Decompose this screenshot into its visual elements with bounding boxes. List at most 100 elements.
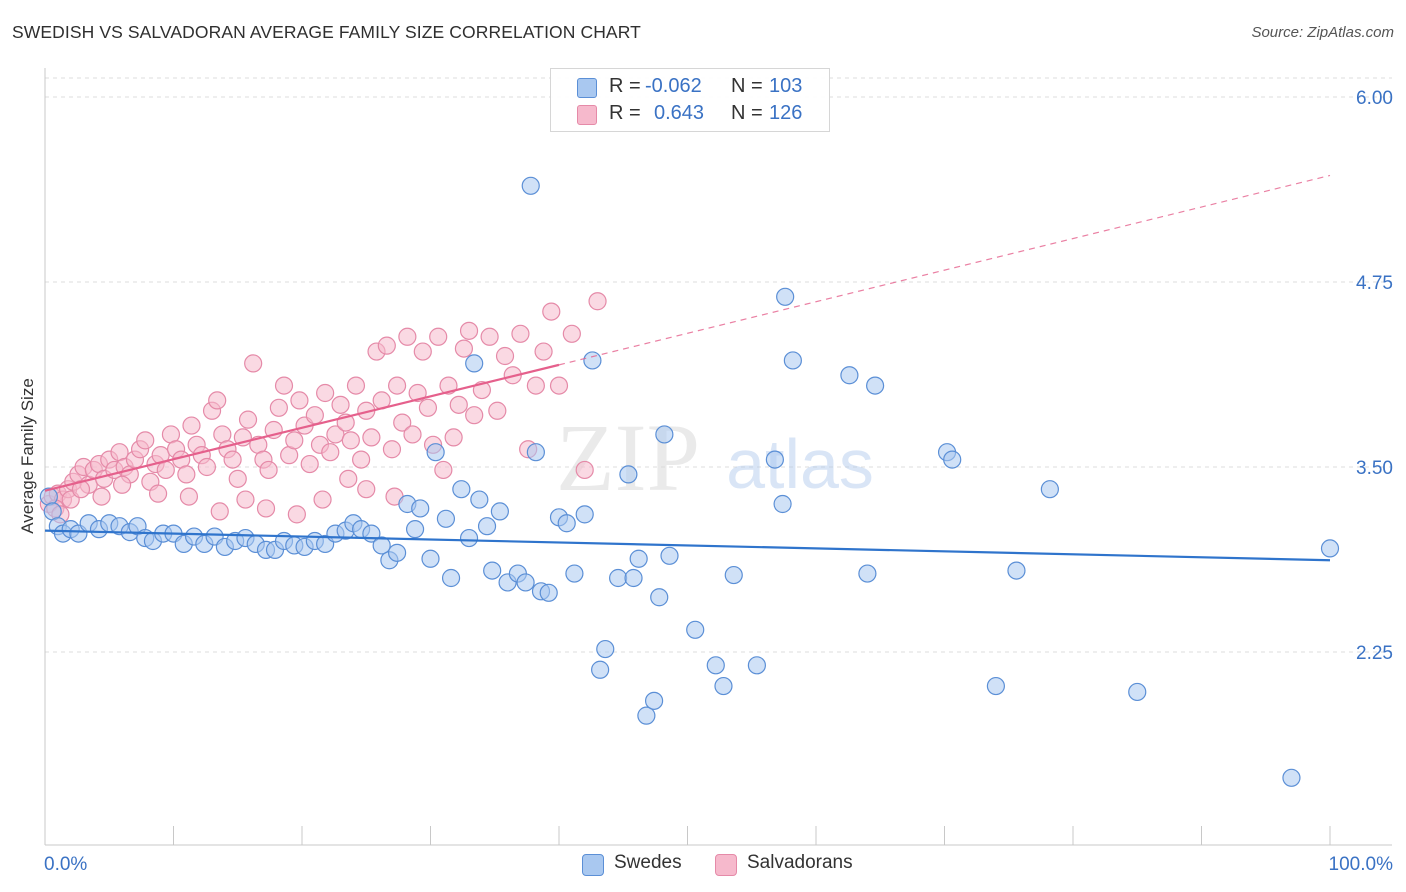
swedes-point [650, 588, 669, 607]
salvadorans-point [197, 457, 217, 477]
axes [44, 68, 1392, 846]
swedes-point [747, 656, 766, 675]
salvadorans-point [244, 354, 263, 373]
salvadorans-point [177, 465, 196, 484]
salvadorans-point [408, 383, 427, 403]
salvadorans-point [305, 406, 324, 425]
salvadorans-point [208, 391, 227, 410]
r-value: 0.643 [654, 102, 705, 124]
y-tick-label: 2.25 [1356, 643, 1393, 664]
salvadorans-point [387, 376, 407, 395]
chart-source: Source: ZipAtlas.com [1251, 24, 1394, 41]
swedes-point [840, 366, 859, 385]
salvadorans-point [285, 431, 304, 450]
swedes-point [405, 520, 425, 539]
n-label: N = [731, 102, 763, 124]
salvadorans-point [357, 480, 376, 499]
swedes-point [637, 706, 656, 725]
swedes-point [724, 565, 743, 585]
salvadorans-point [393, 413, 412, 432]
n-value: 126 [769, 102, 803, 124]
salvadorans-point [238, 410, 258, 429]
swedes-point [421, 549, 440, 568]
swedes-point [490, 502, 509, 521]
salvadorans-point [179, 487, 199, 506]
salvadorans-trend-line [44, 363, 560, 492]
salvadorans-point [300, 454, 319, 474]
legend-swatch-swedes [582, 854, 604, 876]
salvadorans-point [331, 395, 350, 414]
swedes-point [1320, 539, 1340, 558]
stats-row-swedes: R = -0.062 N = 103 [551, 73, 829, 101]
salvadorans-point [290, 391, 309, 410]
salvadorans-point [156, 460, 175, 480]
salvadorans-point [398, 327, 417, 346]
salvadorans-point [495, 346, 515, 366]
swedes-point [624, 568, 643, 588]
swedes-point [483, 561, 502, 580]
swedes-point [943, 450, 962, 469]
y-tick-label: 4.75 [1356, 273, 1393, 294]
swedes-point [583, 351, 602, 370]
swedes-point [411, 499, 430, 518]
stats-row-salvadorans: R = 0.643 N = 126 [551, 100, 829, 128]
swedes-point [526, 443, 545, 462]
x-tick-label: 100.0% [1329, 854, 1394, 875]
swedes-point [387, 543, 407, 562]
salvadorans-point [259, 460, 278, 480]
swedes-point [441, 568, 461, 588]
swedes-trend-line [44, 529, 1331, 562]
salvadorans-point [321, 443, 340, 462]
salvadorans-point [382, 440, 402, 459]
n-value: 103 [769, 75, 803, 97]
x-tick-label: 0.0% [44, 854, 87, 875]
salvadorans-point [352, 450, 371, 469]
swedes-point [1282, 768, 1301, 787]
swedes-point [706, 656, 725, 675]
salvadorans-point [549, 376, 569, 395]
swedes-point [773, 494, 792, 514]
swedes-point [459, 528, 479, 548]
salvadorans-point [534, 342, 553, 361]
salvadorans-point [488, 401, 507, 420]
salvadorans-point [269, 398, 288, 417]
salvadorans-trend-extension [558, 174, 1331, 366]
salvadorans-point [465, 406, 484, 425]
salvadorans-point [287, 505, 306, 524]
salvadorans-point [182, 416, 201, 435]
swedes-point [372, 536, 391, 555]
watermark: ZIP atlas [556, 404, 874, 511]
chart-legend: Swedes Salvadorans [0, 852, 1406, 878]
swedes-point [619, 465, 638, 484]
salvadorans-point [362, 428, 381, 447]
swedes-points [39, 176, 1340, 787]
salvadorans-point [377, 336, 396, 355]
swedes-point [858, 564, 877, 583]
salvadorans-point [418, 398, 438, 417]
swedes-point [655, 425, 674, 444]
salvadorans-point [562, 324, 581, 343]
salvadorans-point [454, 339, 474, 358]
salvadorans-point [403, 425, 422, 444]
swedes-point [565, 564, 584, 583]
salvadorans-point [449, 395, 468, 414]
salvadorans-point [429, 327, 448, 346]
swedes-point [776, 287, 795, 306]
tick-labels: 2.25 3.50 4.75 6.00 0.0% 100.0% [44, 88, 1393, 875]
swedes-point [783, 351, 802, 370]
salvadorans-points [39, 292, 607, 524]
r-label: R = [609, 75, 641, 97]
salvadorans-point [413, 342, 432, 361]
salvadorans-point [92, 487, 111, 506]
swedes-point [866, 376, 885, 395]
trend-lines [44, 174, 1331, 562]
salvadorans-point [148, 484, 168, 503]
salvadorans-point [526, 376, 545, 395]
swedes-swatch [577, 78, 597, 98]
salvadorans-point [228, 469, 247, 488]
salvadorans-point [71, 480, 91, 499]
salvadorans-point [316, 383, 335, 403]
salvadorans-point [223, 450, 242, 469]
swedes-point [1128, 682, 1147, 702]
